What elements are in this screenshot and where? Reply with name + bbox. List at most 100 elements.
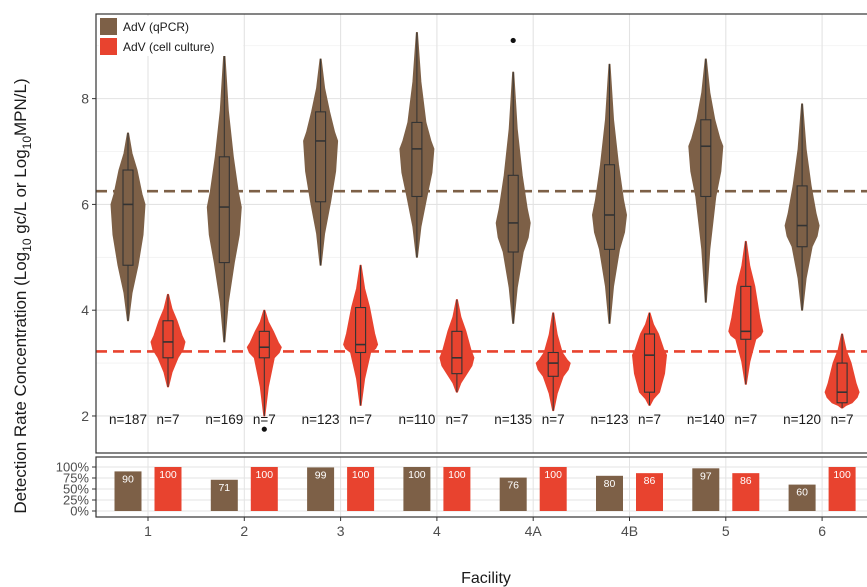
legend-swatch xyxy=(100,38,117,55)
violin-group xyxy=(206,53,242,343)
violin xyxy=(206,53,242,343)
n-label: n=7 xyxy=(542,412,565,427)
n-label: n=7 xyxy=(157,412,180,427)
box xyxy=(796,185,808,248)
violin-group xyxy=(439,299,475,393)
violin-group xyxy=(303,58,339,266)
violin xyxy=(495,71,531,324)
violin xyxy=(303,58,339,266)
detection-bar-label: 97 xyxy=(700,470,712,482)
n-label: n=187 xyxy=(109,412,147,427)
violin-group xyxy=(688,58,724,303)
violin-group xyxy=(246,309,282,432)
detection-tick-label: 25% xyxy=(63,493,89,508)
violin-group xyxy=(535,312,571,412)
detection-tick-label: 100% xyxy=(56,460,90,475)
detection-bar-label: 76 xyxy=(507,480,519,492)
box xyxy=(411,121,423,198)
violin-group xyxy=(495,37,531,324)
detection-bar-label: 90 xyxy=(122,473,134,485)
detection-bar xyxy=(788,484,816,511)
detection-bar xyxy=(403,467,431,511)
detection-bar-label: 100 xyxy=(352,469,370,481)
detection-bar-label: 100 xyxy=(256,469,274,481)
detection-bar xyxy=(443,467,471,511)
detection-bar xyxy=(596,475,623,511)
detection-bar-label: 86 xyxy=(740,475,752,487)
detection-bar-label: 80 xyxy=(604,478,616,490)
legend-swatch xyxy=(100,18,117,35)
detection-bar xyxy=(636,473,663,511)
n-label: n=120 xyxy=(783,412,821,427)
n-label: n=7 xyxy=(831,412,854,427)
x-tick-label: 4B xyxy=(621,523,638,539)
n-label: n=7 xyxy=(349,412,372,427)
n-label: n=7 xyxy=(734,412,757,427)
violin xyxy=(784,103,820,311)
x-tick-label: 2 xyxy=(240,523,248,539)
detection-bar-label: 99 xyxy=(315,469,327,481)
y-axis-label-middle: gc/L or Log xyxy=(11,149,30,238)
main-panel: n=187 n=169 n=123 n=110 n=135 n=123 n=140 n=120… xyxy=(81,13,867,454)
detection-bar xyxy=(732,473,760,511)
detection-bar-label: 100 xyxy=(408,469,426,481)
violin-group xyxy=(399,32,435,258)
n-label: n=169 xyxy=(205,412,243,427)
box xyxy=(451,330,463,375)
n-label: n=135 xyxy=(494,412,532,427)
x-tick-label: 4A xyxy=(525,523,543,539)
y-tick-label: 8 xyxy=(81,91,89,107)
violin-group xyxy=(343,264,379,406)
box xyxy=(218,156,230,264)
y-axis-label-detection: Detection Rate xyxy=(11,401,30,513)
detection-tick-label: 50% xyxy=(63,482,89,497)
violin xyxy=(592,63,627,324)
legend-label: AdV (qPCR) xyxy=(123,20,189,34)
violin-group xyxy=(784,103,820,311)
y-tick-label: 4 xyxy=(81,302,89,318)
x-tick-label: 6 xyxy=(818,523,826,539)
n-label: n=110 xyxy=(398,412,435,427)
detection-bar xyxy=(307,467,335,511)
y-axis-label-suffix: MPN/L) xyxy=(11,78,30,136)
box xyxy=(603,164,616,250)
box xyxy=(740,285,752,340)
n-label: n=7 xyxy=(445,412,468,427)
detection-bar-label: 71 xyxy=(218,482,230,494)
box xyxy=(122,169,134,266)
outlier-point xyxy=(510,37,516,44)
x-tick-label: 1 xyxy=(144,523,152,539)
box xyxy=(258,330,270,359)
detection-bar xyxy=(499,477,527,511)
box xyxy=(643,333,656,393)
violin xyxy=(728,240,764,385)
legend: AdV (qPCR) AdV (cell culture) xyxy=(99,16,243,56)
violin xyxy=(632,312,667,406)
violin-group xyxy=(592,63,627,324)
y-axis-label: Detection Rate Concentration (Log10 gc/L… xyxy=(11,78,34,513)
y-axis-label-sub2: 10 xyxy=(20,136,34,150)
detection-bar xyxy=(539,467,567,511)
detection-panel-border xyxy=(95,456,867,518)
detection-panel: 90 71 99 100 76 80 97 60 100 100 100 100 100 86 86 100 1… xyxy=(56,456,867,539)
box xyxy=(836,362,848,404)
legend-label: AdV (cell culture) xyxy=(123,40,214,54)
detection-tick-label: 75% xyxy=(63,471,89,486)
violin xyxy=(535,312,571,412)
violin xyxy=(150,293,186,388)
y-tick-label: 2 xyxy=(81,408,89,424)
violin-group xyxy=(150,293,186,388)
x-tick-label: 5 xyxy=(722,523,730,539)
x-tick-label: 4 xyxy=(433,523,441,539)
detection-bar-label: 60 xyxy=(796,487,808,499)
outlier-point xyxy=(261,426,267,432)
y-tick-label: 6 xyxy=(81,196,89,212)
violin-group xyxy=(824,333,860,409)
n-label: n=7 xyxy=(253,412,276,427)
legend-background xyxy=(99,16,243,56)
violin xyxy=(439,299,475,393)
x-tick-label: 3 xyxy=(337,523,345,539)
n-label: n=123 xyxy=(591,412,629,427)
box xyxy=(547,351,559,377)
violin-group xyxy=(110,132,146,322)
